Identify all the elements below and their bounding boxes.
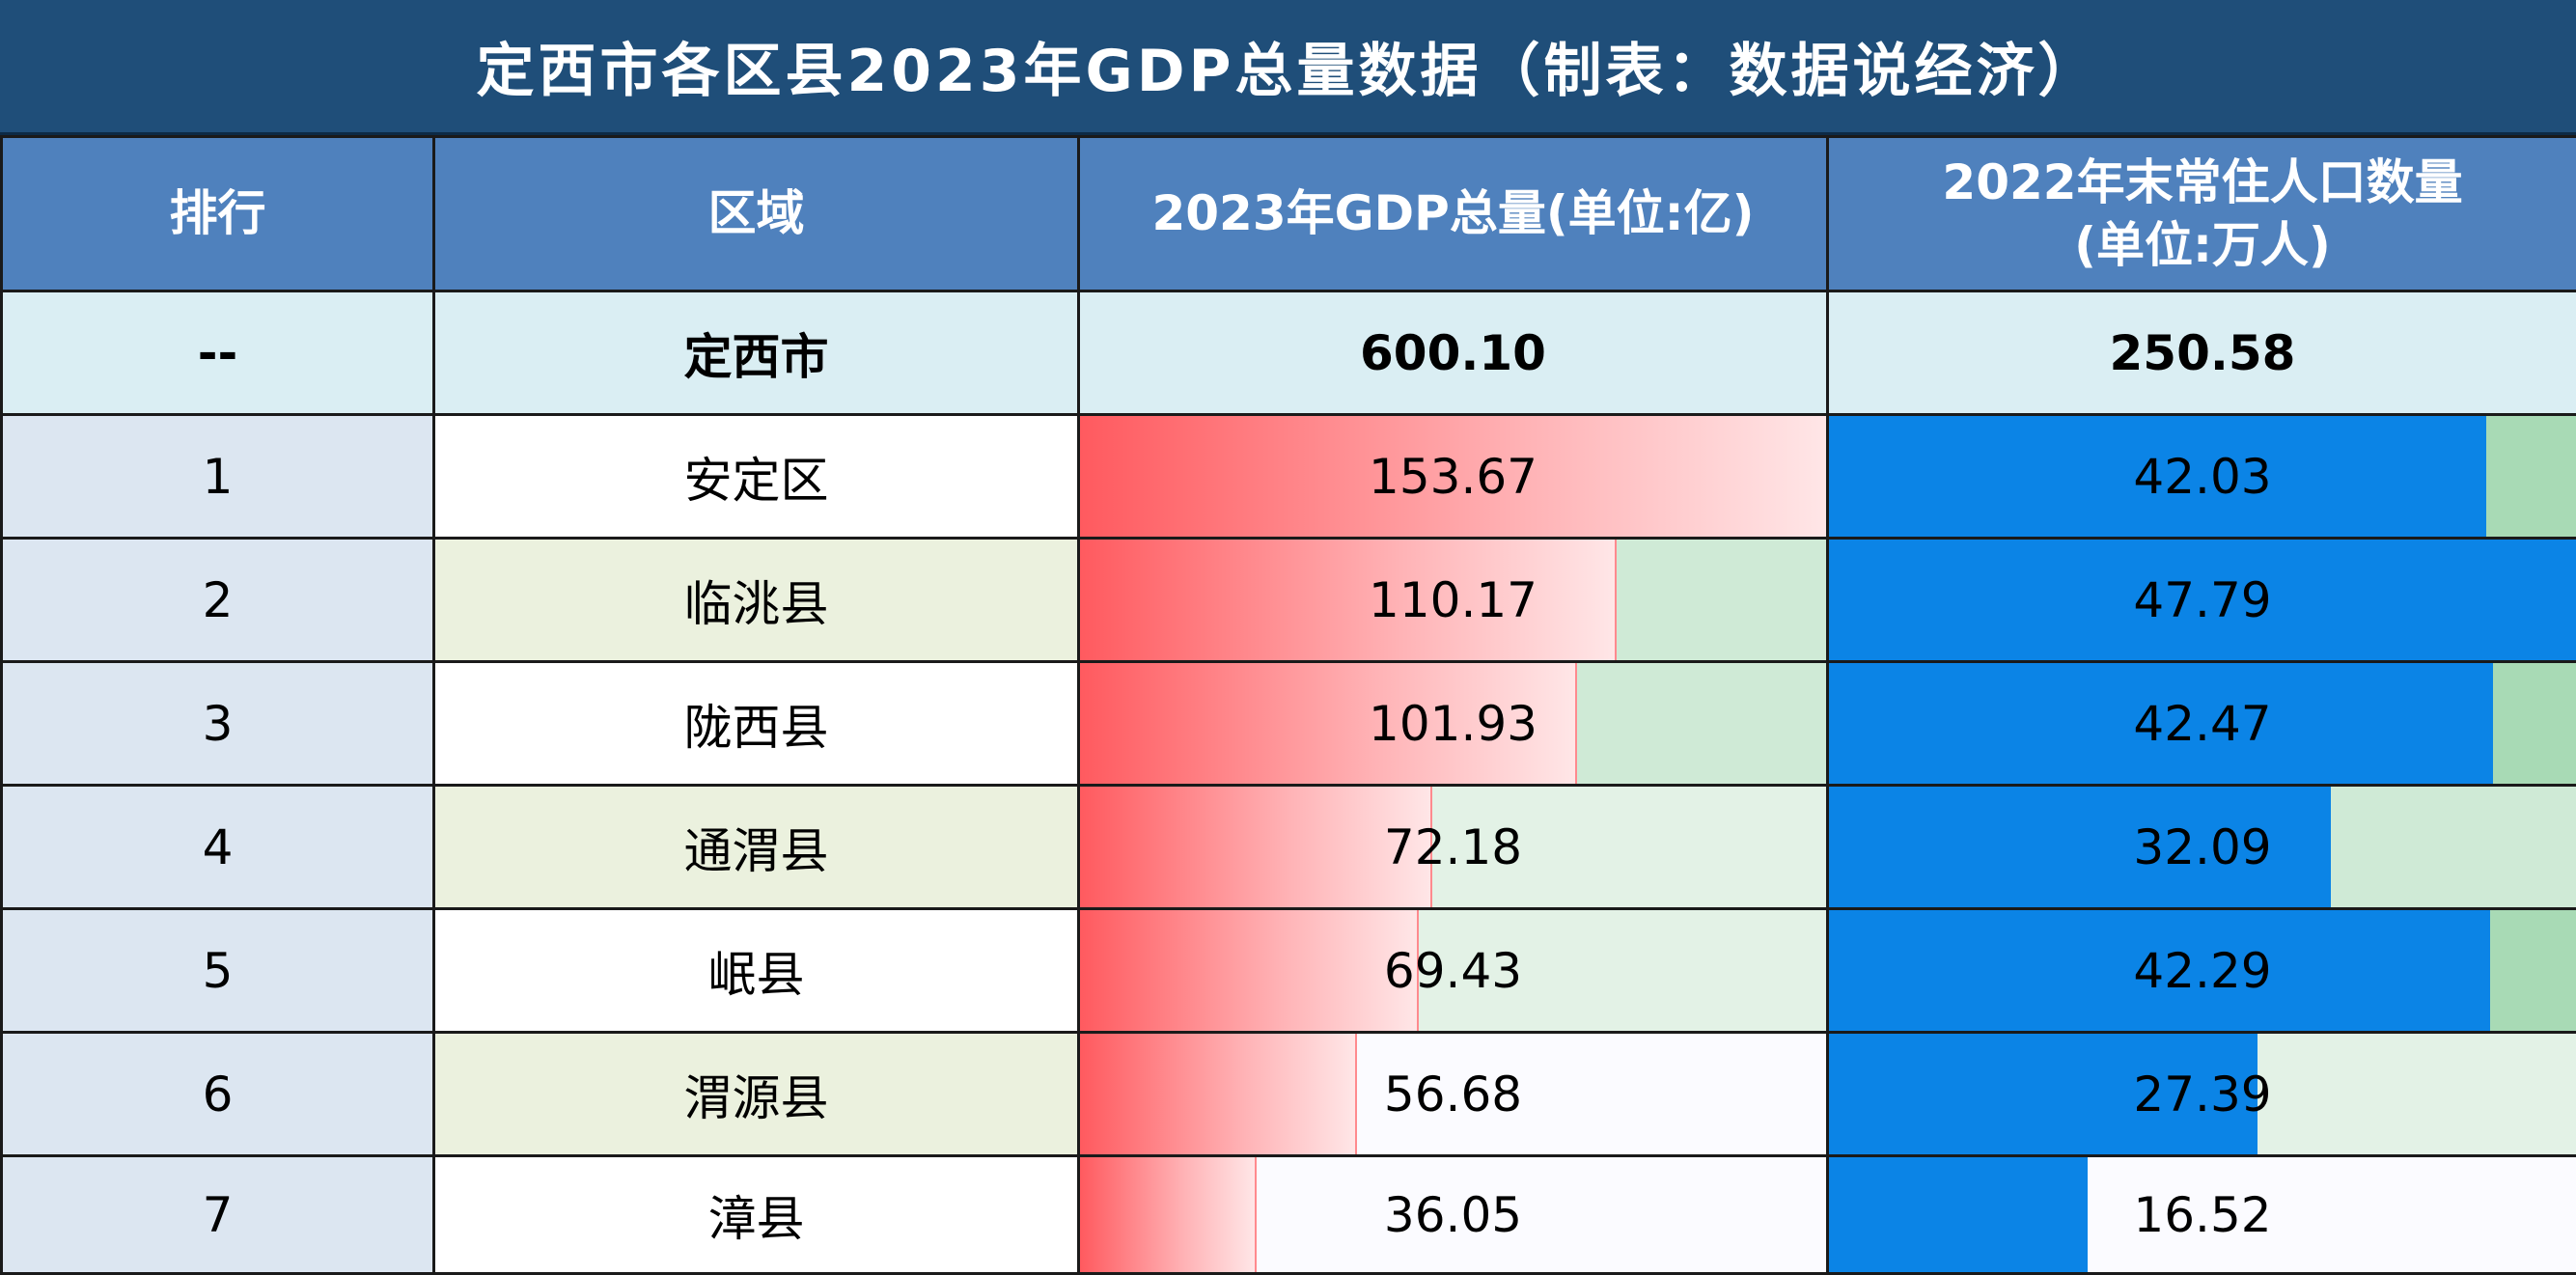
pop-cell: 42.29 (1828, 909, 2576, 1033)
header-pop: 2022年末常住人口数量 (单位:万人) (1828, 137, 2576, 291)
total-gdp: 600.10 (1079, 291, 1828, 415)
rank-cell: 1 (2, 415, 434, 539)
gdp-cell: 110.17 (1079, 539, 1828, 662)
header-row: 排行 区域 2023年GDP总量(单位:亿) 2022年末常住人口数量 (单位:… (2, 137, 2576, 291)
gdp-value: 36.05 (1384, 1187, 1522, 1243)
rank-cell: 2 (2, 539, 434, 662)
pop-cell: 32.09 (1828, 786, 2576, 909)
region-cell: 岷县 (434, 909, 1079, 1033)
pop-cell: 27.39 (1828, 1033, 2576, 1156)
region-cell: 通渭县 (434, 786, 1079, 909)
header-rank: 排行 (2, 137, 434, 291)
pop-value: 27.39 (2133, 1067, 2271, 1123)
region-cell: 漳县 (434, 1156, 1079, 1274)
pop-value: 47.79 (2133, 572, 2271, 628)
pop-cell: 42.47 (1828, 662, 2576, 786)
gdp-cell: 69.43 (1079, 909, 1828, 1033)
pop-cell: 47.79 (1828, 539, 2576, 662)
rank-cell: 7 (2, 1156, 434, 1274)
pop-value: 42.03 (2133, 449, 2271, 505)
total-pop: 250.58 (1828, 291, 2576, 415)
region-cell: 渭源县 (434, 1033, 1079, 1156)
region-cell: 临洮县 (434, 539, 1079, 662)
gdp-value: 69.43 (1384, 943, 1522, 999)
pop-cell: 16.52 (1828, 1156, 2576, 1274)
total-region: 定西市 (434, 291, 1079, 415)
total-rank: -- (2, 291, 434, 415)
rank-cell: 3 (2, 662, 434, 786)
pop-cell: 42.03 (1828, 415, 2576, 539)
gdp-cell: 36.05 (1079, 1156, 1828, 1274)
gdp-value: 101.93 (1369, 696, 1537, 752)
header-region: 区域 (434, 137, 1079, 291)
gdp-bar (1080, 1034, 1357, 1154)
total-row: -- 定西市 600.10 250.58 (2, 291, 2576, 415)
rank-cell: 5 (2, 909, 434, 1033)
pop-bar (1829, 1157, 2088, 1272)
rank-cell: 4 (2, 786, 434, 909)
gdp-bar (1080, 910, 1419, 1031)
gdp-value: 72.18 (1384, 819, 1522, 875)
gdp-table: 排行 区域 2023年GDP总量(单位:亿) 2022年末常住人口数量 (单位:… (0, 135, 2576, 1275)
pop-value: 32.09 (2133, 819, 2271, 875)
region-cell: 陇西县 (434, 662, 1079, 786)
gdp-cell: 153.67 (1079, 415, 1828, 539)
gdp-value: 153.67 (1369, 449, 1537, 505)
gdp-cell: 101.93 (1079, 662, 1828, 786)
gdp-bar (1080, 787, 1432, 907)
gdp-value: 56.68 (1384, 1067, 1522, 1123)
pop-value: 42.47 (2133, 696, 2271, 752)
header-pop-line2: (单位:万人) (1829, 214, 2576, 277)
gdp-cell: 56.68 (1079, 1033, 1828, 1156)
header-pop-line1: 2022年末常住人口数量 (1829, 152, 2576, 214)
rank-cell: 6 (2, 1033, 434, 1156)
pop-value: 16.52 (2133, 1187, 2271, 1243)
gdp-bar (1080, 1157, 1257, 1272)
gdp-cell: 72.18 (1079, 786, 1828, 909)
table-title: 定西市各区县2023年GDP总量数据（制表：数据说经济） (0, 0, 2576, 135)
header-gdp: 2023年GDP总量(单位:亿) (1079, 137, 1828, 291)
pop-value: 42.29 (2133, 943, 2271, 999)
gdp-value: 110.17 (1369, 572, 1537, 628)
region-cell: 安定区 (434, 415, 1079, 539)
